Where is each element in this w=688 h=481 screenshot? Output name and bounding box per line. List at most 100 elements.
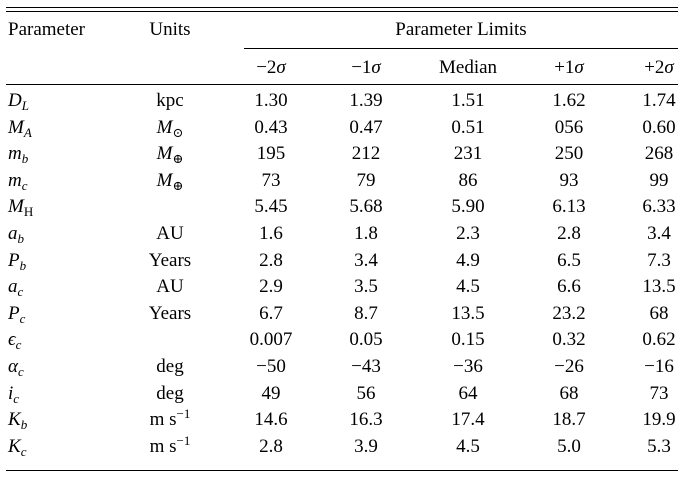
row-value: 8.7 <box>354 302 378 324</box>
row-parameter: Pc <box>8 302 26 326</box>
column-header: −2σ <box>256 57 286 78</box>
row-parameter: mb <box>8 143 29 167</box>
row-parameter: DL <box>8 90 29 113</box>
row-value: 6.13 <box>552 196 586 218</box>
column-header: Median <box>438 57 498 78</box>
row-value: 2.8 <box>259 249 283 271</box>
row-parameter: ac <box>8 276 24 300</box>
row-unit: M⊕ <box>156 143 184 167</box>
row-value: 5.45 <box>254 196 288 218</box>
row-unit: AU <box>156 223 184 244</box>
column-header: −1σ <box>351 57 381 78</box>
row-value: 1.30 <box>254 90 288 111</box>
row-value: 56 <box>356 382 376 404</box>
row-parameter: Kb <box>8 409 28 433</box>
row-value: 79 <box>356 169 376 191</box>
row-value: 2.8 <box>259 435 283 457</box>
row-value: 13.5 <box>642 276 676 298</box>
row-value: 0.05 <box>349 329 383 351</box>
row-value: 1.39 <box>349 90 383 111</box>
row-value: 2.8 <box>557 223 581 244</box>
row-value: 0.15 <box>451 329 485 351</box>
row-value: 195 <box>256 143 286 165</box>
row-unit: M⊙ <box>156 116 184 140</box>
row-unit: AU <box>156 276 184 298</box>
row-parameter: ϵc <box>8 329 22 353</box>
row-unit: Years <box>148 249 192 271</box>
row-value: 3.4 <box>354 249 378 271</box>
row-value: 4.5 <box>456 276 480 298</box>
row-parameter: αc <box>8 356 24 379</box>
row-value: 73 <box>649 382 669 404</box>
row-value: 1.8 <box>354 223 378 244</box>
row-value: −43 <box>351 356 381 377</box>
row-value: 3.9 <box>354 435 378 457</box>
row-value: 93 <box>559 169 579 191</box>
row-value: 0.43 <box>254 116 288 138</box>
row-parameter: mc <box>8 169 28 193</box>
row-value: 0.60 <box>642 116 676 138</box>
row-value: 19.9 <box>642 409 676 431</box>
row-value: −36 <box>453 356 483 377</box>
row-value: 49 <box>261 382 281 404</box>
row-parameter: Kc <box>8 435 27 459</box>
row-value: 0.47 <box>349 116 383 138</box>
row-value: 231 <box>453 143 483 165</box>
top-rule <box>6 7 678 8</box>
row-value: 0.51 <box>451 116 485 138</box>
row-value: 4.9 <box>456 249 480 271</box>
row-parameter: MH <box>8 196 34 220</box>
row-value: 6.33 <box>642 196 676 218</box>
row-value: 86 <box>458 169 478 191</box>
column-header: +2σ <box>644 57 674 78</box>
row-value: 1.62 <box>552 90 586 111</box>
row-value: 0.62 <box>642 329 676 351</box>
row-value: 5.90 <box>451 196 485 218</box>
row-unit: M⊕ <box>156 169 184 193</box>
row-value: 3.4 <box>647 223 671 244</box>
row-value: 1.74 <box>642 90 676 111</box>
row-unit: kpc <box>156 90 184 111</box>
row-parameter: Pb <box>8 249 27 273</box>
row-unit: deg <box>156 356 184 377</box>
row-value: 5.68 <box>349 196 383 218</box>
row-unit: m s−1 <box>149 406 191 431</box>
row-value: 73 <box>261 169 281 191</box>
row-unit: Years <box>148 302 192 324</box>
row-value: 99 <box>649 169 669 191</box>
row-value: 0.32 <box>552 329 586 351</box>
row-value: −26 <box>554 356 584 377</box>
column-header: +1σ <box>554 57 584 78</box>
row-value: 6.6 <box>557 276 581 298</box>
row-value: 13.5 <box>451 302 485 324</box>
header-units: Units <box>149 19 191 40</box>
row-value: 5.0 <box>557 435 581 457</box>
bottom-rule <box>6 470 678 471</box>
row-value: −16 <box>644 356 674 377</box>
row-value: 14.6 <box>254 409 288 431</box>
row-value: 23.2 <box>552 302 586 324</box>
row-value: 7.3 <box>647 249 671 271</box>
row-value: 4.5 <box>456 435 480 457</box>
row-value: 64 <box>458 382 478 404</box>
row-parameter: MA <box>8 116 32 140</box>
row-value: −50 <box>256 356 286 377</box>
row-value: 6.7 <box>259 302 283 324</box>
row-value: 16.3 <box>349 409 383 431</box>
header-parameter: Parameter <box>8 19 86 40</box>
row-value: 1.6 <box>259 223 283 244</box>
row-unit: m s−1 <box>149 432 191 457</box>
row-value: 0.007 <box>249 329 293 351</box>
row-parameter: ab <box>8 223 24 246</box>
top-rule-double <box>6 11 678 12</box>
row-value: 1.51 <box>451 90 485 111</box>
row-value: 2.3 <box>456 223 480 244</box>
row-value: 250 <box>554 143 584 165</box>
row-value: 3.5 <box>354 276 378 298</box>
limits-underline <box>244 48 678 49</box>
row-value: 17.4 <box>451 409 485 431</box>
row-parameter: ic <box>8 382 20 406</box>
row-value: 268 <box>644 143 674 165</box>
row-value: 056 <box>554 116 584 138</box>
row-value: 68 <box>649 302 669 324</box>
